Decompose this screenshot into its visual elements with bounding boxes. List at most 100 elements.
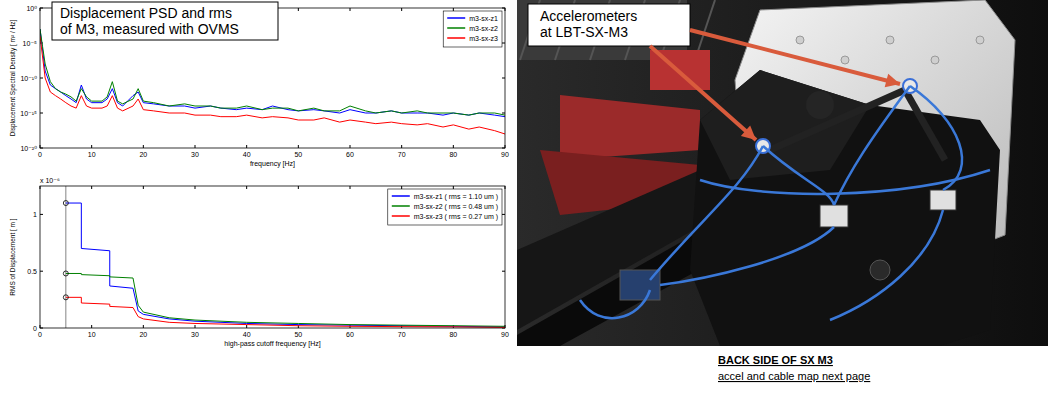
cable [763,146,834,205]
x-tick-label: 80 [449,331,457,338]
legend: m3-sx-z1 ( rms = 1.10 um ) m3-sx-z2 ( rms… [388,189,502,225]
series-line [40,29,505,115]
y-tick-label: 0 [33,325,37,332]
x-tick [453,186,454,189]
x-tick-label: 90 [501,331,509,338]
x-tick-label: 50 [294,151,302,158]
header-title: Displacement PSD and rms [60,5,232,21]
x-tick [453,8,454,11]
y-tick [502,78,505,79]
legend-label: m3-sx-z3 [469,35,498,42]
x-tick [350,145,351,148]
x-tick [298,145,299,148]
cable [834,86,910,205]
y-tick [40,214,43,215]
x-tick [91,325,92,328]
y-tick [40,113,43,114]
legend-label: m3-sx-z1 ( rms = 1.10 um ) [414,193,498,201]
legend-box [443,11,502,47]
x-tick [195,186,196,189]
photo-label: Accelerometers [540,8,637,24]
x-tick [91,145,92,148]
x-tick-label: 70 [398,331,406,338]
header: Displacement PSD and rmsof M3, measured … [52,2,278,40]
cutoff-marker [63,271,68,276]
x-tick [350,186,351,189]
x-tick-label: 70 [398,151,406,158]
x-tick-label: 0 [38,151,42,158]
arrow-head [741,125,756,140]
y-tick [502,214,505,215]
y-tick-label: 10⁻¹⁰ [20,75,37,82]
legend-swatch [392,215,410,217]
x-tick [195,145,196,148]
series-line [66,273,505,326]
x-tick [298,8,299,11]
x-tick-label: 0 [38,331,42,338]
x-tick-label: 40 [243,151,251,158]
cable [660,227,834,285]
arrow [650,46,756,140]
legend-label: m3-sx-z2 [469,25,498,32]
connector [930,190,956,210]
x-tick [246,145,247,148]
x-tick-label: 10 [88,151,96,158]
mirror-pad [931,56,939,64]
series-line [40,36,505,134]
y-axis-label: RMS of Displacement [ m ] [9,218,17,295]
y-tick [502,271,505,272]
legend-swatch [392,195,410,197]
y-tick [502,113,505,114]
x-axis-label: frequency [Hz] [250,160,295,168]
mirror-pad [796,36,804,44]
arrow-head [885,74,900,88]
x-tick [246,325,247,328]
y-tick-label: 10⁰ [26,5,37,12]
header-title: of M3, measured with OVMS [60,21,239,37]
cable [700,170,990,194]
housing [690,70,1000,346]
x-tick [143,325,144,328]
legend-swatch [392,205,410,207]
photo-label-box [528,4,690,46]
chart: 010203040506070809000.51high-pass cutoff… [9,177,509,348]
y-tick [502,43,505,44]
data-group [40,29,505,134]
y-offset-label: x 10⁻⁶ [40,177,60,184]
legend-label: m3-sx-z2 ( rms = 0.48 um ) [414,203,498,211]
data-group [63,186,505,328]
x-tick [401,145,402,148]
y-tick-label: 10⁻²⁰ [20,145,37,152]
mirror-pad [976,36,984,44]
y-tick-label: 10⁻¹⁵ [20,110,37,117]
x-tick-label: 20 [139,151,147,158]
cable [580,290,650,318]
x-tick-label: 20 [139,331,147,338]
x-tick-label: 10 [88,331,96,338]
x-axis-label: high-pass cutoff frequency [Hz] [224,340,320,348]
arm [905,90,945,160]
connector [820,205,848,227]
y-axis-label: Displacement Spectral Density [ m² / Hz] [9,19,17,136]
x-tick [350,8,351,11]
x-tick [246,186,247,189]
photo-background [517,0,1048,346]
mirror-pad [841,56,849,64]
x-tick [143,186,144,189]
x-tick-label: 90 [501,151,509,158]
photo-caption: accel and cable map next page [718,370,870,382]
legend-swatch [447,37,465,39]
cable [830,210,943,320]
cutoff-marker [63,201,68,206]
cable [910,86,962,190]
plot-area [40,186,505,328]
x-tick-label: 40 [243,331,251,338]
y-tick-label: 0.5 [27,268,37,275]
legend-swatch [447,27,465,29]
legend-swatch [447,17,465,19]
cutoff-marker [63,295,68,300]
x-tick-label: 60 [346,331,354,338]
legend: m3-sx-z1m3-sx-z2m3-sx-z3 [443,11,502,47]
x-tick [298,186,299,189]
page: Accelerometersat LBT-SX-M3BACK SIDE OF S… [0,0,1048,395]
